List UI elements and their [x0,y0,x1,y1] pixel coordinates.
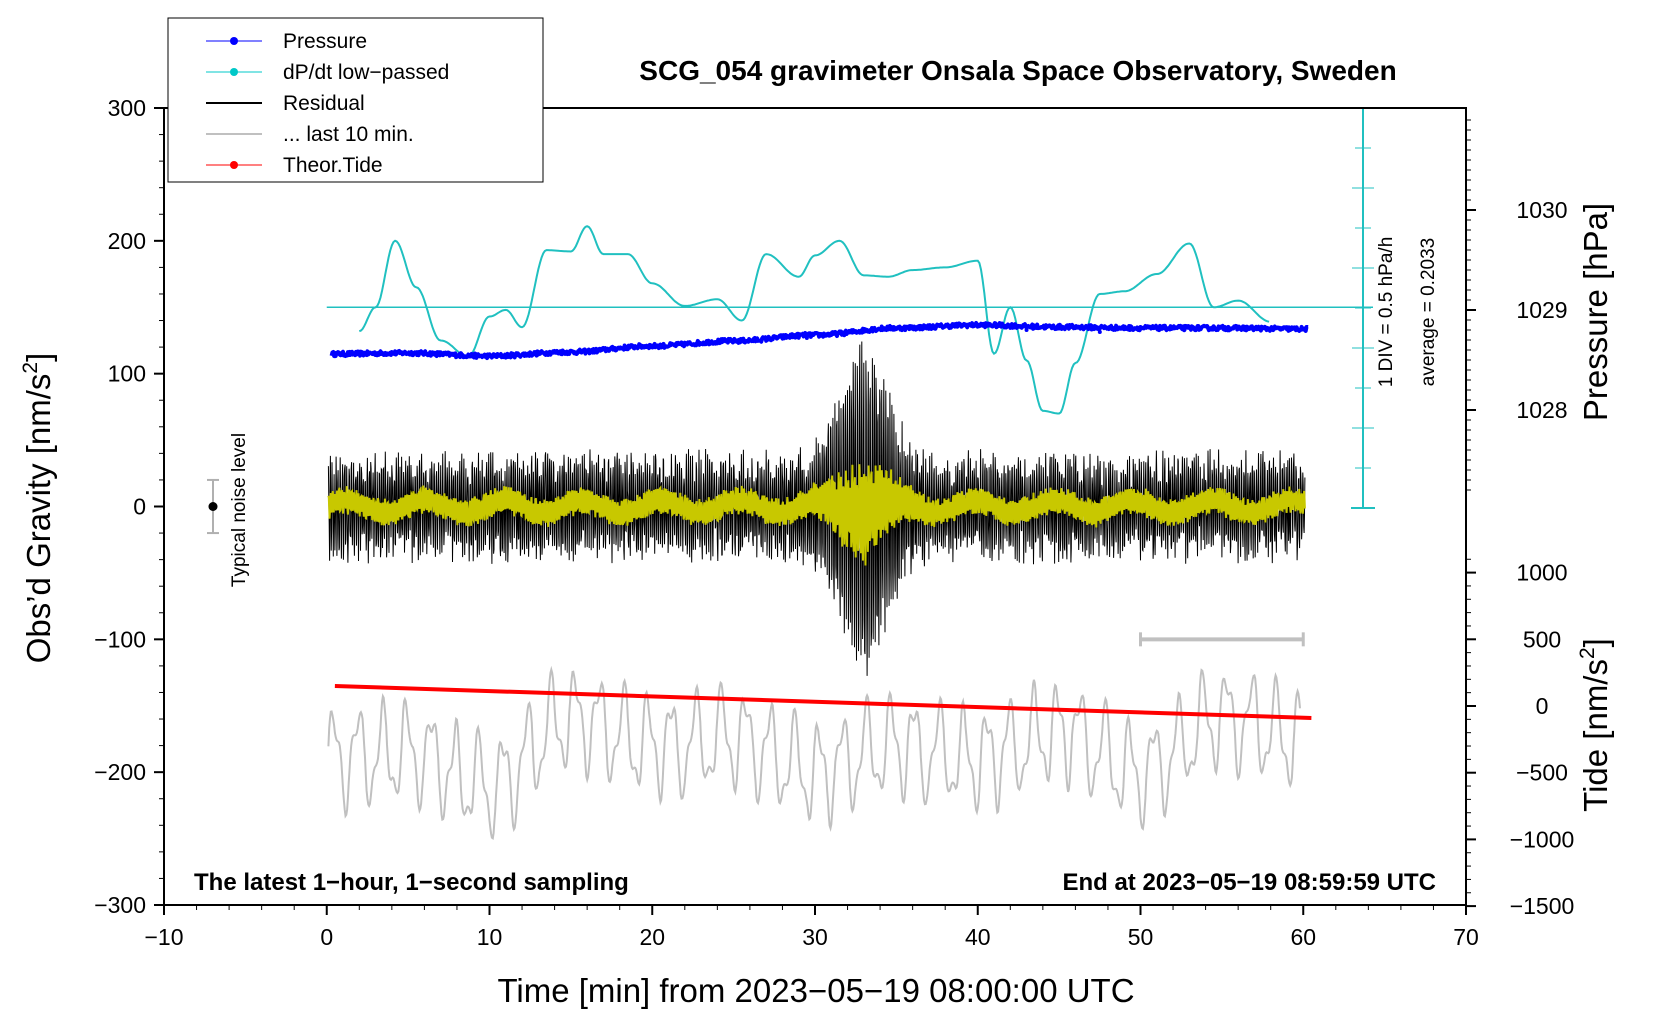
sampling-note: The latest 1−hour, 1−second sampling [194,869,629,896]
y-axis-title-pressure: Pressure [hPa] [1577,203,1614,421]
x-tick-label: 50 [1128,924,1154,950]
legend: Pressure dP/dt low−passed Residual ... last… [167,17,544,183]
y-axis-title-left: Obs’d Gravity [nm/s2] [19,353,57,664]
x-tick-label: 30 [802,924,828,950]
x-tick-label: −10 [144,924,183,950]
plot-layer [207,107,1375,840]
y-tick-label: −300 [94,892,146,918]
x-tick-label: 10 [477,924,503,950]
tide-tick-label: −1500 [1510,893,1575,919]
tide-tick-label: 500 [1523,626,1561,652]
tide-tick-label: 0 [1536,693,1549,719]
dpdt-average-label: average = 0.2033 [1418,238,1439,386]
y-tick-label: 200 [108,228,146,254]
y-tick-label: 300 [108,95,146,121]
y-tick-label: −200 [94,759,146,785]
legend-marker [230,68,238,76]
noise-level-label: Typical noise level [229,433,250,587]
chart-title: SCG_054 gravimeter Onsala Space Observat… [639,55,1396,86]
tide-tick-label: 1000 [1516,560,1567,586]
y-tick-label: −100 [94,626,146,652]
x-tick-label: 20 [639,924,665,950]
x-axis-title: Time [min] from 2023−05−19 08:00:00 UTC [497,972,1134,1009]
axis-layer: −10 0 10 20 30 40 50 60 70−300−200−1000100200300… [94,95,1574,950]
legend-label: Residual [283,92,365,115]
x-tick-label: 60 [1290,924,1316,950]
legend-marker [230,161,238,169]
legend-label: dP/dt low−passed [283,61,449,84]
y-tick-label: 100 [108,361,146,387]
last-10-min-line [327,665,1301,840]
legend-marker [230,37,238,45]
x-tick-label: 0 [320,924,333,950]
pressure-line [329,320,1310,361]
legend-label: ... last 10 min. [283,123,414,146]
tide-tick-label: −1000 [1510,826,1575,852]
end-time-note: End at 2023−05−19 08:59:59 UTC [1062,869,1436,896]
noise-level-dot [208,502,218,511]
pressure-tick-label: 1029 [1516,297,1567,323]
legend-label: Theor.Tide [283,154,383,177]
x-tick-label: 70 [1453,924,1479,950]
pressure-tick-label: 1028 [1516,397,1567,423]
residual-smoothed-line [327,464,1306,566]
pressure-dot [1097,330,1102,334]
dpdt-line [358,225,1270,415]
legend-box [167,17,544,183]
dpdt-scale-label: 1 DIV = 0.5 hPa/h [1376,237,1397,388]
pressure-dot [1024,328,1029,332]
tide-tick-label: −500 [1516,760,1568,786]
pressure-dot [869,326,874,330]
x-tick-label: 40 [965,924,991,950]
theoretical-tide-line [334,683,1312,721]
pressure-dot [804,336,809,340]
legend-items: Pressure dP/dt low−passed Residual ... last… [206,30,449,177]
y-axis-title-tide: Tide [nm/s2] [1576,638,1614,812]
y-tick-label: 0 [133,494,146,520]
pressure-tick-label: 1030 [1516,197,1567,223]
legend-label: Pressure [283,30,367,53]
